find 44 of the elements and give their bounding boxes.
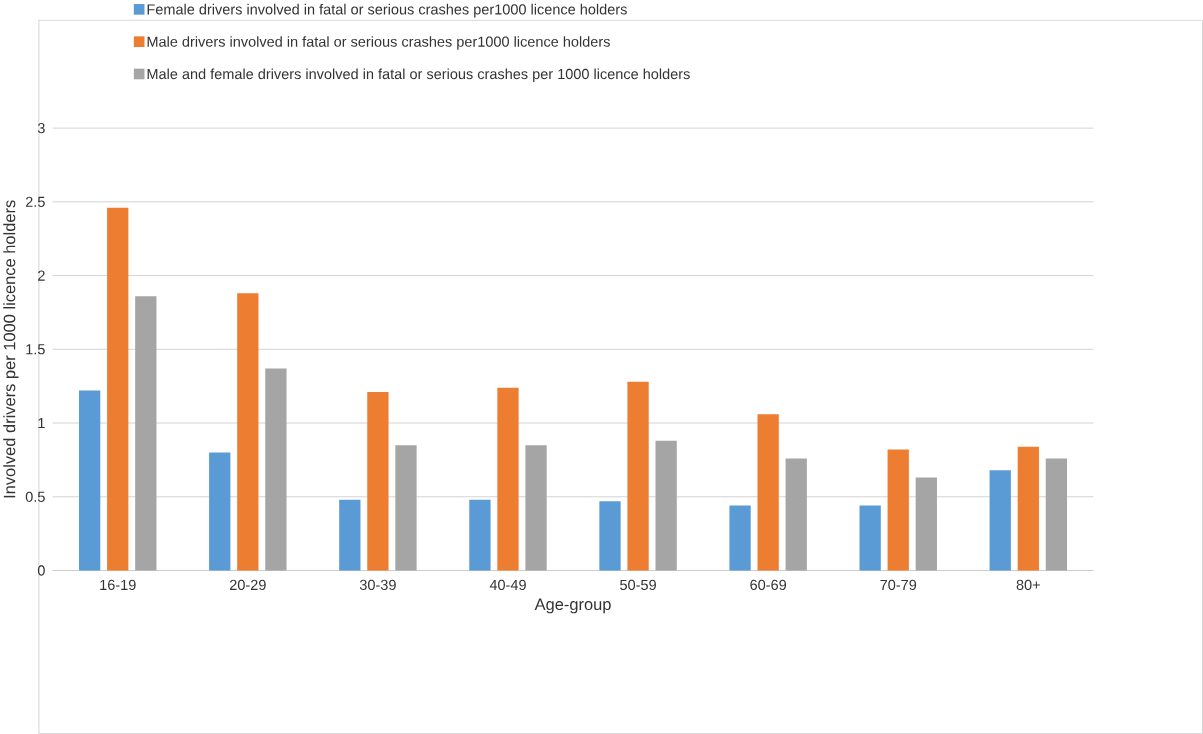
x-tick-label: 20-29 (229, 579, 266, 590)
bar (785, 458, 807, 571)
y-tick-label: 2.5 (25, 196, 45, 207)
y-tick-label: 1 (38, 417, 45, 428)
bar (265, 368, 287, 571)
bar (859, 505, 881, 571)
bar (655, 440, 677, 571)
bar (1017, 446, 1039, 571)
x-tick-label: 50-59 (620, 579, 656, 590)
bar (497, 387, 519, 571)
bar (135, 296, 157, 571)
y-tick-label: 2 (38, 270, 45, 281)
y-tick-label: 0 (37, 565, 45, 576)
x-axis-title: Age-group (534, 598, 611, 614)
bar (915, 477, 937, 571)
x-tick-label: 30-39 (359, 579, 396, 590)
y-tick-label: 0.5 (25, 491, 45, 502)
legend-label: Male and female drivers involved in fatal or serious crashes per 1000 licence holders (147, 68, 690, 82)
bar (757, 414, 779, 571)
y-tick-label: 3 (37, 122, 45, 134)
bar (627, 381, 649, 571)
legend-label: Male drivers involved in fatal or serious crashes per1000 licence holders (147, 36, 610, 50)
bar (395, 445, 417, 571)
bar (107, 207, 129, 571)
bar (79, 390, 101, 571)
bar (469, 499, 491, 571)
x-tick-label: 16-19 (100, 579, 136, 590)
bar (237, 293, 259, 571)
x-tick-label: 60-69 (750, 579, 787, 590)
bar (339, 499, 361, 571)
bar (209, 452, 231, 571)
y-axis-title: Involved drivers per 1000 licence holders (3, 200, 19, 498)
bar (525, 445, 547, 571)
bar (599, 501, 621, 571)
bar (989, 470, 1011, 571)
bar (887, 449, 909, 571)
x-tick-label: 80+ (1016, 579, 1040, 590)
bar (729, 505, 751, 571)
legend-label: Female drivers involved in fatal or serious crashes per1000 licence holders (147, 3, 627, 18)
x-tick-label: 70-79 (880, 579, 917, 590)
bar (1045, 458, 1068, 571)
y-tick-label: 1.5 (26, 344, 45, 355)
bar (367, 391, 389, 571)
x-tick-label: 40-49 (489, 579, 526, 590)
